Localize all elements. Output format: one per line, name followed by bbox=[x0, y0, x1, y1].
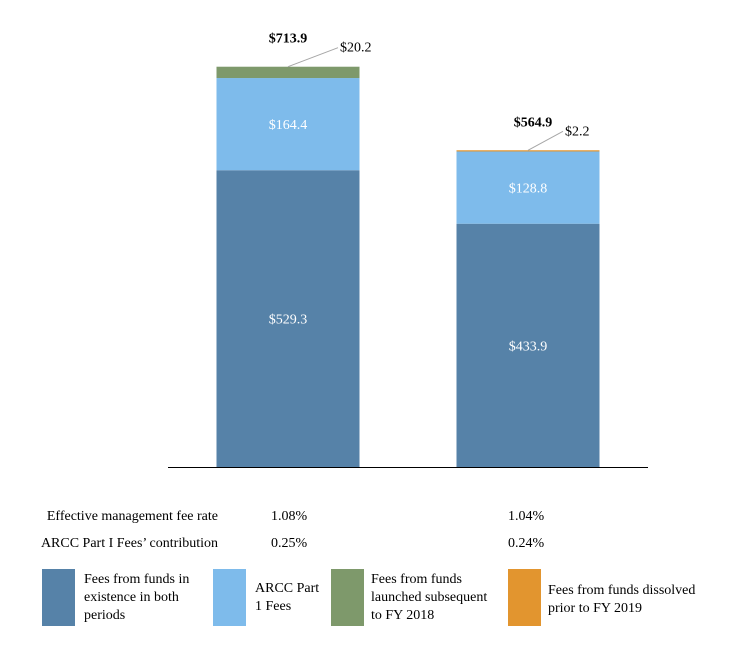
metric-value-part1-2019: 0.25% bbox=[271, 536, 308, 551]
data-label-ytd-2018-fees-from-funds-dissolved-prior-to-fy-2019: $2.2 bbox=[565, 124, 590, 139]
legend-swatch-dissolved-funds bbox=[508, 569, 541, 626]
metric-value-part1-2018: 0.24% bbox=[508, 536, 545, 551]
legend-line: periods bbox=[84, 608, 126, 623]
legend-line: Fees from funds in bbox=[84, 572, 190, 587]
legend-swatch-arcc-part1 bbox=[213, 569, 246, 626]
leader-line-ytd-2019 bbox=[287, 47, 339, 68]
data-label-ytd-2018-fees-from-funds-in-existence-in-both-periods: $433.9 bbox=[509, 339, 548, 354]
legend-swatch-launched-funds bbox=[331, 569, 364, 626]
bar-ytd-2019-arcc-part-1-fees bbox=[216, 78, 360, 171]
legend-line: 1 Fees bbox=[255, 599, 292, 614]
leader-line-ytd-2018 bbox=[527, 130, 564, 151]
metric-value-fee-rate-2019: 1.08% bbox=[271, 509, 308, 524]
legend-line: to FY 2018 bbox=[371, 608, 435, 623]
data-label-ytd-2019-fees-from-funds-in-existence-in-both-periods: $529.3 bbox=[269, 313, 308, 328]
total-label-ytd-2019: $713.9 bbox=[269, 32, 308, 47]
legend-line: ARCC Part bbox=[255, 581, 320, 596]
total-label-ytd-2018: $564.9 bbox=[514, 115, 553, 130]
data-label-ytd-2019-arcc-part-1-fees: $164.4 bbox=[269, 118, 308, 133]
bar-ytd-2018-fees-from-funds-in-existence-in-both-periods bbox=[456, 223, 600, 467]
legend-line: Fees from funds bbox=[371, 572, 462, 587]
metric-label-fee-rate: Effective management fee rate bbox=[46, 509, 218, 524]
legend-line: Fees from funds dissolved bbox=[548, 583, 696, 598]
bar-ytd-2018-arcc-part-1-fees bbox=[456, 151, 600, 224]
bar-ytd-2019-fees-from-funds-launched-subsequent-to-fy-2018 bbox=[216, 66, 360, 79]
legend-swatch-existing-funds bbox=[42, 569, 75, 626]
legend-line: prior to FY 2019 bbox=[548, 601, 642, 616]
legend-label-arcc-part1: ARCC Part 1 Fees bbox=[255, 580, 319, 616]
data-label-ytd-2018-arcc-part-1-fees: $128.8 bbox=[509, 182, 548, 197]
data-label-ytd-2019-fees-from-funds-launched-subsequent-to-fy-2018: $20.2 bbox=[340, 41, 372, 56]
metric-label-part1-contribution: ARCC Part I Fees’ contribution bbox=[40, 536, 218, 551]
legend-line: launched subsequent bbox=[371, 590, 488, 605]
bar-ytd-2019-fees-from-funds-in-existence-in-both-periods bbox=[216, 170, 360, 467]
legend-label-launched-funds: Fees from funds launched subsequent to F… bbox=[371, 571, 487, 625]
metric-value-fee-rate-2018: 1.04% bbox=[508, 509, 545, 524]
stacked-bar-chart: $529.3$164.4$20.2$713.9YTD 2019$433.9$12… bbox=[168, 32, 648, 468]
legend-line: existence in both bbox=[84, 590, 179, 605]
legend-label-dissolved-funds: Fees from funds dissolved prior to FY 20… bbox=[548, 582, 695, 618]
legend-label-existing-funds: Fees from funds in existence in both per… bbox=[84, 571, 189, 625]
bar-ytd-2018-fees-from-funds-dissolved-prior-to-fy-2019 bbox=[456, 150, 600, 152]
